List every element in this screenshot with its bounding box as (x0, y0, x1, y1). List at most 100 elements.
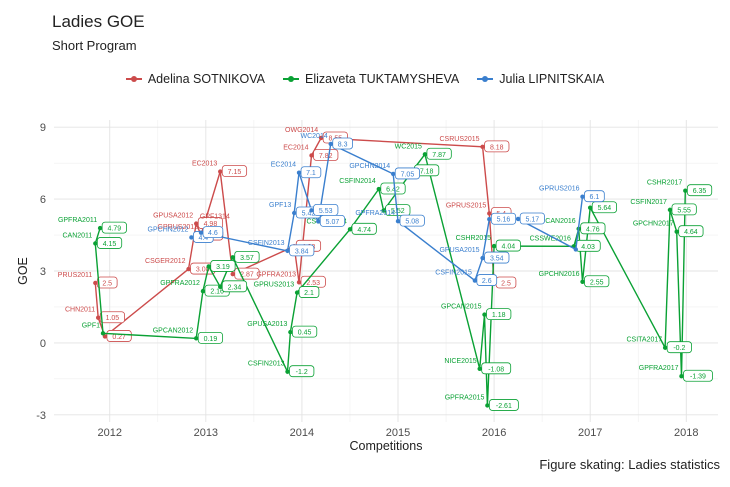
data-point (198, 230, 204, 235)
data-point (580, 194, 585, 199)
event-label: GPCAN2016 (535, 218, 576, 225)
data-point (391, 171, 396, 177)
event-label: GPUSA2013 (247, 321, 287, 328)
data-point (230, 255, 235, 260)
value-label: 2.1 (304, 290, 314, 297)
data-point (674, 229, 679, 234)
event-label: GPFRA2017 (639, 365, 679, 372)
value-label: 2.6 (482, 278, 492, 285)
value-label: 2.5 (102, 280, 112, 287)
data-point (93, 241, 98, 246)
event-label: CSHR2017 (647, 180, 683, 187)
value-label: 2.53 (306, 280, 320, 287)
data-point (491, 243, 497, 249)
value-label-box (584, 190, 605, 203)
x-tick-label: 2012 (97, 427, 121, 439)
data-point (381, 208, 386, 213)
value-label: 4.4 (198, 235, 208, 242)
event-label: GPCHN2014 (349, 163, 390, 170)
value-label-box (666, 341, 692, 354)
event-label: CSFIN2017 (630, 199, 667, 206)
value-label: 2.16 (210, 289, 224, 296)
event-label: EC2014 (283, 144, 308, 151)
value-label: 3.19 (216, 264, 230, 271)
data-point (580, 279, 585, 284)
event-label: GPF1 (82, 322, 100, 329)
value-label: 3.54 (490, 256, 504, 263)
legend-item-lipnitskaia: Julia LIPNITSKAIA (477, 72, 604, 86)
value-label: -1.2 (296, 369, 308, 376)
legend-item-sotnikova: Adelina SOTNIKOVA (125, 72, 265, 86)
value-label: 5.53 (319, 208, 333, 215)
x-tick-label: 2013 (194, 427, 218, 439)
value-label: 5.07 (326, 219, 340, 226)
value-label: -1.08 (488, 366, 504, 373)
value-label: 5.08 (405, 219, 419, 226)
value-label-box (221, 165, 248, 177)
value-label-box (197, 331, 224, 344)
data-point (200, 288, 206, 294)
event-label: CHN2011 (65, 307, 95, 314)
legend-item-tuktamysheva: Elizaveta TUKTAMYSHEVA (283, 72, 459, 86)
value-label: 5.52 (391, 208, 405, 215)
event-label: GPCAN2015 (441, 304, 482, 311)
legend-label-tuktamysheva: Elizaveta TUKTAMYSHEVA (305, 72, 460, 86)
value-label: 3.08 (196, 267, 210, 274)
event-label: PRUS2011 (58, 272, 93, 279)
value-label-box (313, 149, 339, 161)
event-label: GPCHN2016 (539, 271, 580, 278)
chart-title: Ladies GOE (52, 12, 145, 31)
data-point (485, 403, 490, 408)
series-2: 4.4 GPCHN2012 4.6 3.84 CSFIN2013 5.42 GPF13 7.1… (148, 133, 605, 286)
value-label: -0.2 (673, 345, 685, 352)
value-label: 0.45 (298, 330, 312, 337)
chart-subtitle: Short Program (52, 38, 137, 53)
value-label-box (319, 214, 346, 227)
value-label: 4.6 (208, 230, 218, 237)
data-point (376, 186, 381, 192)
value-label-box (298, 286, 320, 298)
value-label-box (678, 225, 704, 238)
value-label-box (101, 221, 127, 234)
event-label: CSGER2012 (145, 258, 186, 265)
value-label: 6.42 (386, 187, 400, 194)
x-tick-label: 2014 (290, 427, 314, 439)
event-label: WC2014 (301, 133, 328, 140)
y-axis-title: GOE (16, 257, 30, 285)
value-label-box (671, 203, 697, 216)
data-point (480, 255, 485, 261)
event-label: GPCHN2012 (148, 226, 189, 233)
data-point (186, 266, 191, 272)
value-label-box (584, 275, 610, 288)
value-label: 0.19 (204, 336, 218, 343)
y-tick-label: 0 (40, 338, 46, 350)
data-point (316, 219, 321, 224)
value-label-box (210, 260, 236, 272)
x-tick-label: 2016 (482, 427, 506, 439)
value-label: 1.05 (106, 315, 120, 322)
y-tick-label: 3 (40, 266, 46, 278)
data-point (285, 369, 290, 374)
data-point (318, 135, 324, 141)
event-label: CSITA2017 (626, 337, 662, 344)
value-label-box (99, 311, 126, 324)
value-label-box (291, 325, 318, 338)
data-point (194, 221, 199, 226)
event-label: EC2013 (192, 161, 217, 168)
y-tick-label: 6 (40, 194, 46, 206)
value-label-box (490, 212, 517, 225)
chart-caption: Figure skating: Ladies statistics (539, 457, 720, 472)
y-tick-label: 9 (40, 122, 46, 134)
legend-key-tuktamysheva (283, 72, 300, 86)
data-point (480, 144, 485, 150)
data-point (309, 153, 314, 158)
value-label-box (426, 147, 452, 160)
data-point (573, 247, 578, 252)
value-label-box (683, 369, 713, 382)
x-axis-title: Competitions (350, 439, 423, 453)
value-label: 3.57 (240, 255, 254, 262)
value-label-box (96, 237, 123, 249)
value-label: 4.74 (357, 227, 371, 234)
value-label-box (289, 244, 315, 257)
data-point (679, 374, 684, 379)
